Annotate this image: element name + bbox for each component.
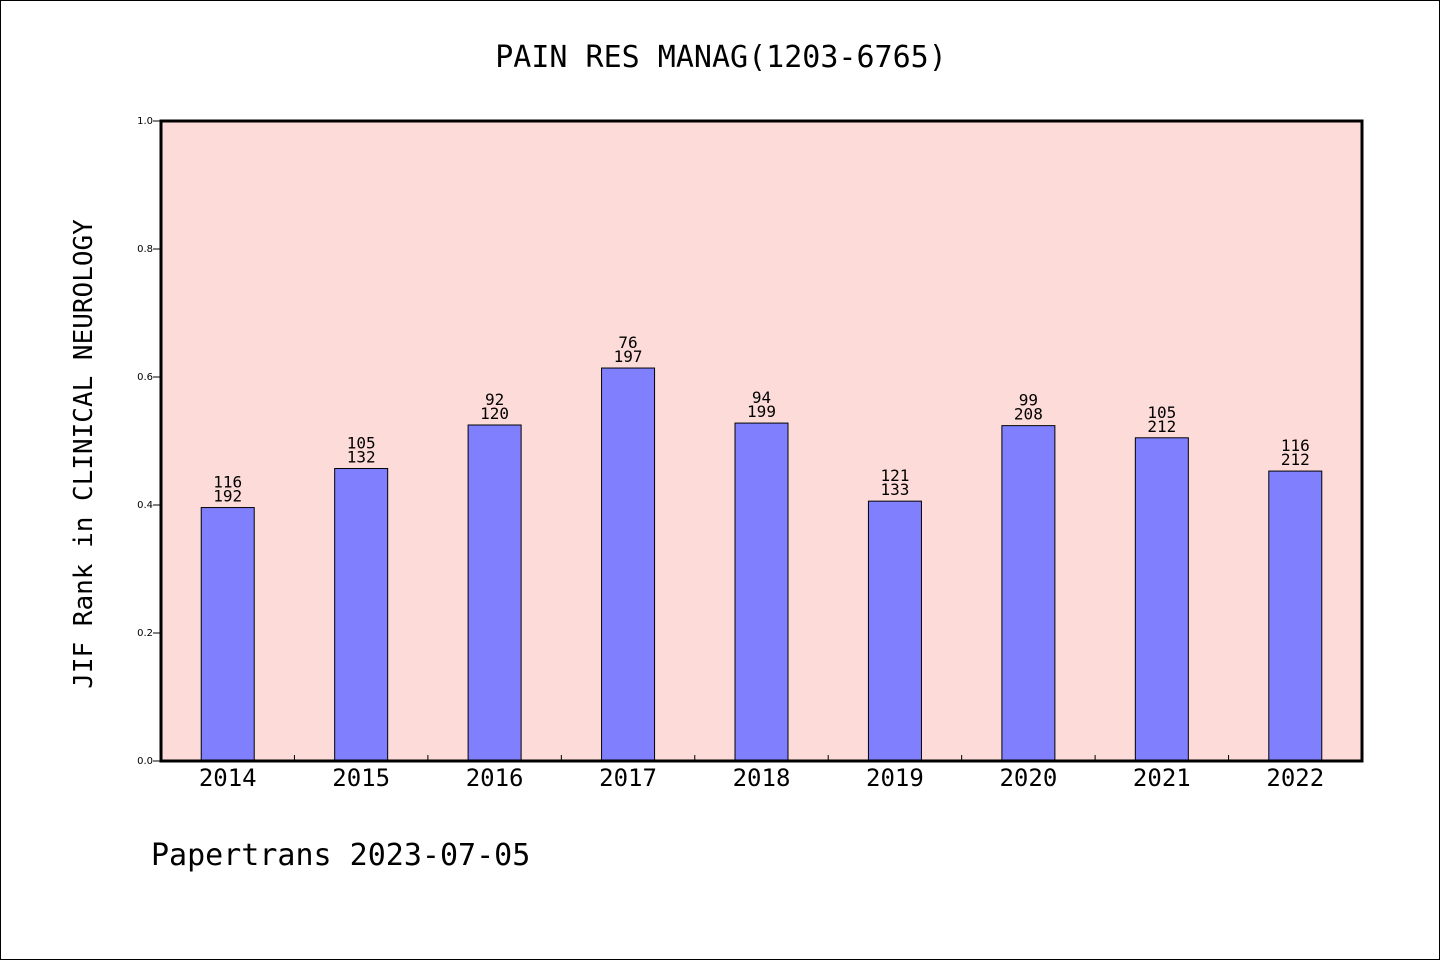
bar-rank-label: 116	[1281, 436, 1310, 455]
bar-total-label: 192	[213, 487, 242, 506]
x-tick-label: 2014	[199, 764, 257, 792]
x-tick-label: 2019	[866, 764, 924, 792]
bar-2022	[1268, 470, 1323, 762]
bar-2015	[334, 468, 389, 762]
bar-total-label: 197	[614, 347, 643, 366]
bar-total-label: 208	[1014, 405, 1043, 424]
x-tick-label: 2020	[999, 764, 1057, 792]
x-tick-label: 2015	[332, 764, 390, 792]
y-tick-label: 0.4	[137, 500, 153, 511]
bar-total-label: 133	[880, 480, 909, 499]
bar-rank-label: 92	[485, 390, 504, 409]
y-tick-label: 0.8	[137, 244, 153, 255]
bar-rank-label: 105	[1147, 403, 1176, 422]
x-tick-label: 2016	[466, 764, 524, 792]
bar-rank-label: 116	[213, 473, 242, 492]
bar-rank-label: 94	[752, 388, 771, 407]
y-tick-label: 0.6	[137, 372, 153, 383]
x-tick-label: 2022	[1266, 764, 1324, 792]
x-tick-label: 2017	[599, 764, 657, 792]
y-tick-label: 1.0	[137, 116, 153, 127]
bar-2020	[1001, 425, 1056, 762]
bar-2021	[1134, 437, 1189, 762]
bar-2014	[200, 507, 255, 762]
bar-rank-label: 76	[618, 333, 637, 352]
x-tick-label: 2021	[1133, 764, 1191, 792]
chart-title: PAIN RES MANAG(1203-6765)	[495, 40, 947, 75]
bar-total-label: 132	[347, 448, 376, 467]
bar-rank-label: 105	[347, 434, 376, 453]
bar-total-label: 212	[1281, 450, 1310, 469]
bar-total-label: 120	[480, 404, 509, 423]
bar-total-label: 212	[1147, 417, 1176, 436]
bar-2019	[867, 500, 922, 762]
bar-2018	[734, 422, 789, 762]
bar-rank-label: 99	[1019, 391, 1038, 410]
x-tick-label: 2018	[733, 764, 791, 792]
y-axis-label: JIF Rank in CLINICAL NEUROLOGY	[69, 219, 99, 689]
bar-rank-label: 121	[880, 466, 909, 485]
plot-frame	[159, 119, 1364, 763]
y-tick-label: 0.0	[137, 756, 153, 767]
bar-2017	[601, 367, 656, 762]
bar-total-label: 199	[747, 402, 776, 421]
axes-layer: 2014 2015 2016 2017 2018 2019 2020 2021 2022 0.0 0…	[137, 116, 1324, 792]
bar-2016	[467, 424, 522, 762]
y-tick-label: 0.2	[137, 628, 153, 639]
footer-text: Papertrans 2023-07-05	[151, 838, 530, 873]
